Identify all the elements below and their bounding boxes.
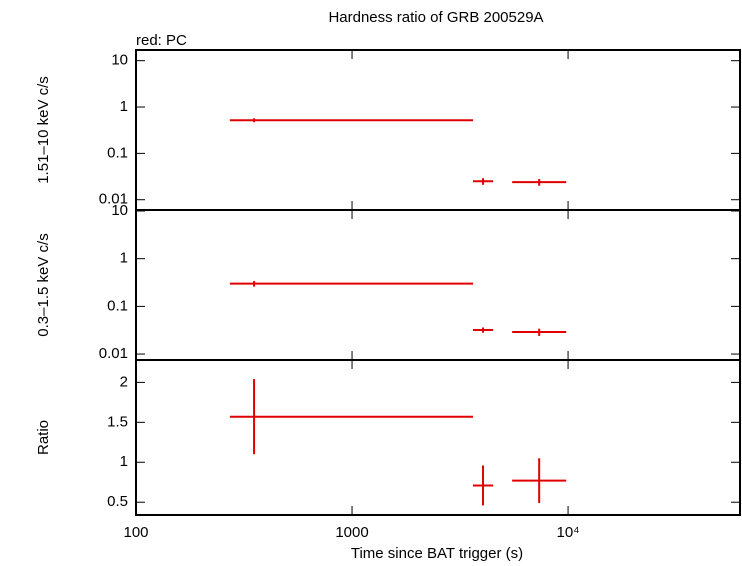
y-tick-label: 0.01 xyxy=(99,191,128,208)
y-axis-label: 1.51–10 keV c/s xyxy=(35,76,52,184)
plot-frame xyxy=(135,209,741,361)
y-tick-label: 0.5 xyxy=(107,493,128,510)
y-axis-label: Ratio xyxy=(35,420,52,455)
chart-title: Hardness ratio of GRB 200529A xyxy=(328,9,543,26)
y-tick-label: 1 xyxy=(120,453,128,470)
x-tick-label: 1000 xyxy=(335,524,368,541)
y-tick-label: 1 xyxy=(120,98,128,115)
subtitle: red: PC xyxy=(136,32,187,49)
plot-frame xyxy=(135,49,741,211)
y-tick-label: 0.1 xyxy=(107,144,128,161)
plot-frame xyxy=(135,359,741,516)
y-axis-label: 0.3–1.5 keV c/s xyxy=(35,233,52,336)
x-tick-label: 10⁴ xyxy=(556,524,579,541)
y-tick-label: 2 xyxy=(120,373,128,390)
y-tick-label: 1 xyxy=(120,250,128,267)
y-tick-label: 0.01 xyxy=(99,345,128,362)
y-tick-label: 0.1 xyxy=(107,297,128,314)
y-tick-label: 1.5 xyxy=(107,413,128,430)
x-tick-label: 100 xyxy=(123,524,148,541)
y-tick-label: 10 xyxy=(111,202,128,219)
y-tick-label: 10 xyxy=(111,52,128,69)
x-axis-label: Time since BAT trigger (s) xyxy=(351,545,523,562)
